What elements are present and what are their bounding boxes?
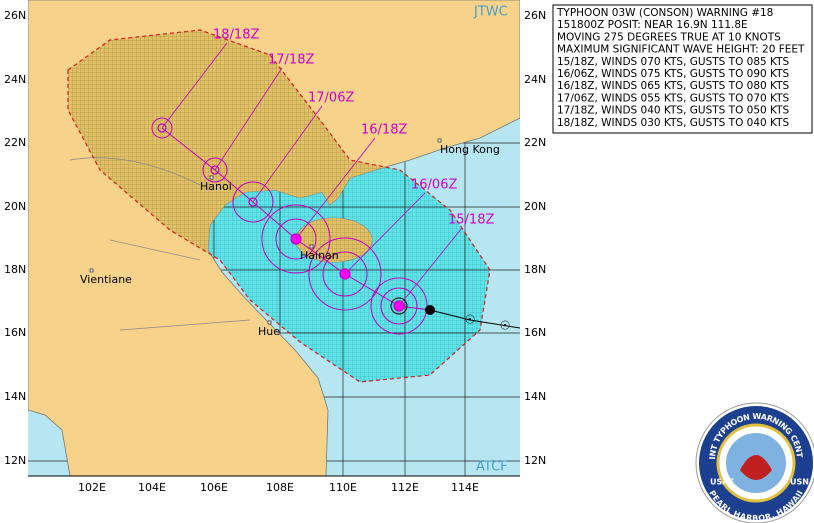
label-leader bbox=[214, 67, 283, 171]
label-leader bbox=[344, 192, 426, 275]
source: ATCF bbox=[476, 460, 508, 475]
lat-label: 12N bbox=[4, 454, 26, 467]
warning-line: 16/18Z, WINDS 065 KTS, GUSTS TO 080 KTS bbox=[557, 80, 790, 92]
label-leader bbox=[398, 227, 463, 307]
place-name: Hong Kong bbox=[440, 143, 500, 156]
warning-line: 17/18Z, WINDS 040 KTS, GUSTS TO 050 KTS bbox=[557, 105, 790, 117]
wind-radius bbox=[261, 204, 331, 274]
warning-box bbox=[552, 4, 813, 134]
lat-label: 20N bbox=[524, 200, 546, 213]
track-label: 17/18Z bbox=[268, 53, 314, 68]
lat-label: 24N bbox=[524, 73, 546, 86]
lon-label: 110E bbox=[329, 481, 357, 494]
lat-label: 14N bbox=[4, 390, 26, 403]
warning-line: TYPHOON 03W (CONSON) WARNING #18 bbox=[556, 7, 773, 19]
wind-radius bbox=[202, 157, 228, 183]
warning-line: 151800Z POSIT: NEAR 16.9N 111.8E bbox=[557, 19, 748, 31]
track-label: 15/18Z bbox=[448, 213, 494, 228]
labels: 26N 26N 24N 24N 22N 22N 20N 20N 18N 18N 16N 16N 14N 1… bbox=[4, 9, 546, 494]
lat-label: 26N bbox=[524, 9, 546, 22]
wind-radius bbox=[275, 218, 317, 260]
lat-label: 26N bbox=[4, 9, 26, 22]
track-point bbox=[210, 165, 220, 175]
lat-label: 22N bbox=[524, 136, 546, 149]
warning-line: 18/18Z, WINDS 030 KTS, GUSTS TO 040 KTS bbox=[557, 117, 790, 129]
lon-label: 104E bbox=[138, 481, 166, 494]
borders bbox=[69, 157, 251, 331]
lat-label: 16N bbox=[4, 326, 26, 339]
warning-line: MOVING 275 DEGREES TRUE AT 10 KNOTS bbox=[557, 31, 781, 43]
warning-line: 17/06Z, WINDS 055 KTS, GUSTS TO 070 KTS bbox=[557, 92, 790, 104]
place-name: Hanoi bbox=[200, 180, 232, 193]
warning-line: MAXIMUM SIGNIFICANT WAVE HEIGHT: 20 FEET bbox=[557, 44, 805, 56]
track-label: 18/18Z bbox=[213, 28, 259, 43]
lon-label: 114E bbox=[451, 481, 479, 494]
wind-radius bbox=[232, 181, 274, 223]
wind-radius bbox=[322, 251, 368, 297]
warning-line: 16/06Z, WINDS 075 KTS, GUSTS TO 090 KTS bbox=[557, 68, 790, 80]
warning-line: 15/18Z, WINDS 070 KTS, GUSTS TO 085 KTS bbox=[557, 56, 790, 68]
agency: JTWC bbox=[473, 5, 508, 20]
label-leader bbox=[161, 42, 228, 129]
lon-label: 102E bbox=[78, 481, 106, 494]
lat-label: 14N bbox=[524, 390, 546, 403]
initial-radius bbox=[390, 297, 408, 315]
place-name: Hainan bbox=[300, 249, 339, 262]
warning-text: TYPHOON 03W (CONSON) WARNING #18151800Z … bbox=[556, 7, 805, 129]
label-leader bbox=[295, 137, 376, 240]
label-leader bbox=[252, 105, 323, 203]
place-name: Hue bbox=[258, 325, 280, 338]
track-label: 17/06Z bbox=[308, 91, 354, 106]
track-point bbox=[248, 197, 258, 207]
city-marker bbox=[437, 138, 442, 143]
logo-left: USAF bbox=[710, 478, 734, 487]
track-label: 16/18Z bbox=[361, 123, 407, 138]
lat-label: 18N bbox=[524, 263, 546, 276]
city-marker bbox=[209, 175, 214, 180]
danger-outline bbox=[67, 29, 491, 383]
wind-radius bbox=[380, 287, 418, 325]
wind-radius bbox=[308, 237, 382, 311]
city-marker bbox=[89, 268, 94, 273]
track: ☉ ☉ bbox=[151, 42, 520, 335]
lat-label: 24N bbox=[4, 73, 26, 86]
lat-label: 20N bbox=[4, 200, 26, 213]
wind-radius bbox=[151, 117, 173, 139]
current-position bbox=[425, 305, 435, 315]
lat-label: 18N bbox=[4, 263, 26, 276]
track-label: 16/06Z bbox=[411, 178, 457, 193]
storm-symbol: ☉ bbox=[500, 319, 511, 333]
past-track bbox=[429, 309, 520, 329]
logo-right: USN bbox=[790, 478, 809, 487]
city-marker bbox=[309, 244, 314, 249]
place-name: Vientiane bbox=[80, 273, 132, 286]
lat-label: 16N bbox=[524, 326, 546, 339]
lat-label: 12N bbox=[524, 454, 546, 467]
map: ☉ ☉ bbox=[28, 0, 520, 476]
lat-label: 22N bbox=[4, 136, 26, 149]
storm-symbol: ☉ bbox=[465, 313, 476, 327]
track-point bbox=[157, 123, 167, 133]
lon-label: 106E bbox=[200, 481, 228, 494]
city-marker bbox=[267, 320, 272, 325]
lon-label: 112E bbox=[391, 481, 419, 494]
lon-label: 108E bbox=[266, 481, 294, 494]
